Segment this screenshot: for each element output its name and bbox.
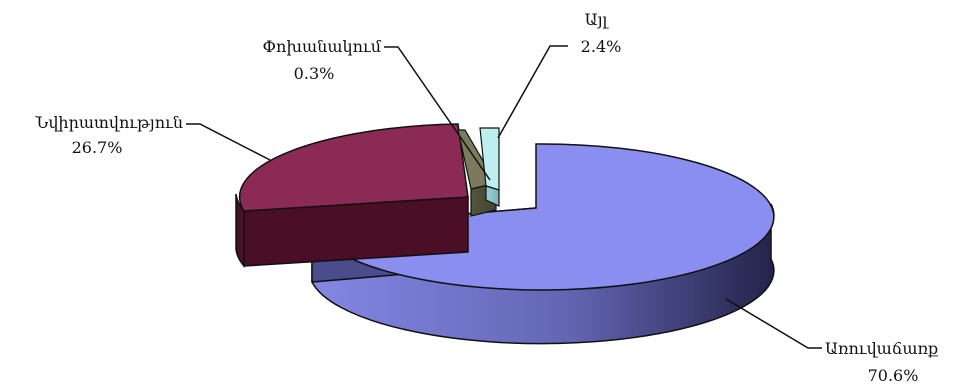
slice-label-2: Փոխանակում — [263, 37, 382, 56]
leader-line-1 — [186, 123, 271, 161]
slice-label-3: Այլ — [585, 10, 610, 29]
slice-label-0: Առուվաճառք — [825, 339, 939, 358]
pie-slice-3 — [479, 127, 500, 207]
pie-slice-3-side — [485, 185, 500, 207]
leader-line-0 — [725, 298, 822, 349]
slice-percent-2: 0.3% — [294, 64, 335, 83]
leader-line-3 — [497, 45, 568, 139]
slice-label-1: Նվիրատվություն — [35, 113, 183, 132]
slice-percent-3: 2.4% — [581, 37, 622, 56]
leader-line-2 — [384, 46, 491, 181]
pie-slice-1-top — [238, 123, 469, 212]
pie-slice-1 — [235, 123, 469, 269]
slice-percent-0: 70.6% — [868, 366, 919, 385]
slice-percent-1: 26.7% — [72, 138, 123, 157]
